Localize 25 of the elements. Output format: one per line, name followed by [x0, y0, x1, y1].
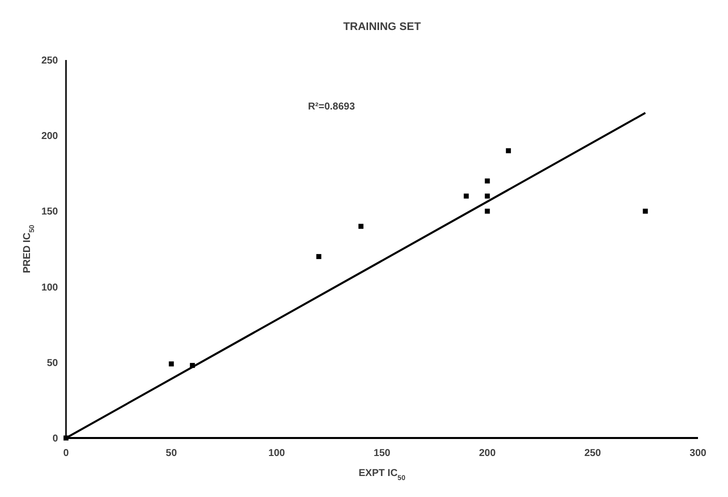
x-tick-label: 100	[268, 448, 286, 459]
annotation: R²=0.8693	[308, 101, 356, 112]
x-tick-label: 300	[690, 448, 707, 459]
y-tick-label: 0	[52, 434, 58, 444]
point	[484, 178, 490, 184]
chart-title: TRAINING SET	[343, 21, 422, 33]
point	[316, 254, 322, 260]
x-tick-label: 150	[374, 448, 391, 459]
x-tick-label: 200	[478, 448, 496, 459]
y-tick-label: 100	[41, 282, 58, 294]
x-tick-label: 0	[63, 448, 70, 459]
x-axis-title: EXPT IC$_{50}$	[358, 468, 406, 482]
point	[506, 148, 511, 154]
point	[464, 194, 469, 199]
point	[484, 208, 490, 214]
y-tick-label: 200	[41, 131, 58, 142]
point	[358, 224, 364, 229]
y-tick-label: 250	[41, 56, 58, 66]
point	[642, 208, 648, 214]
point	[168, 361, 174, 366]
y-tick-label: 150	[41, 206, 58, 218]
y-tick-label: 50	[46, 358, 58, 369]
x-tick-label: 50	[166, 448, 178, 459]
x-tick-label: 250	[584, 448, 602, 459]
point	[484, 194, 490, 199]
